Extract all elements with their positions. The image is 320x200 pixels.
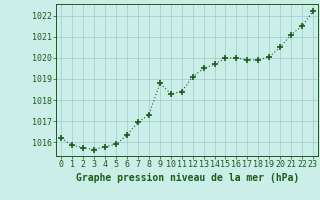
X-axis label: Graphe pression niveau de la mer (hPa): Graphe pression niveau de la mer (hPa) bbox=[76, 173, 299, 183]
